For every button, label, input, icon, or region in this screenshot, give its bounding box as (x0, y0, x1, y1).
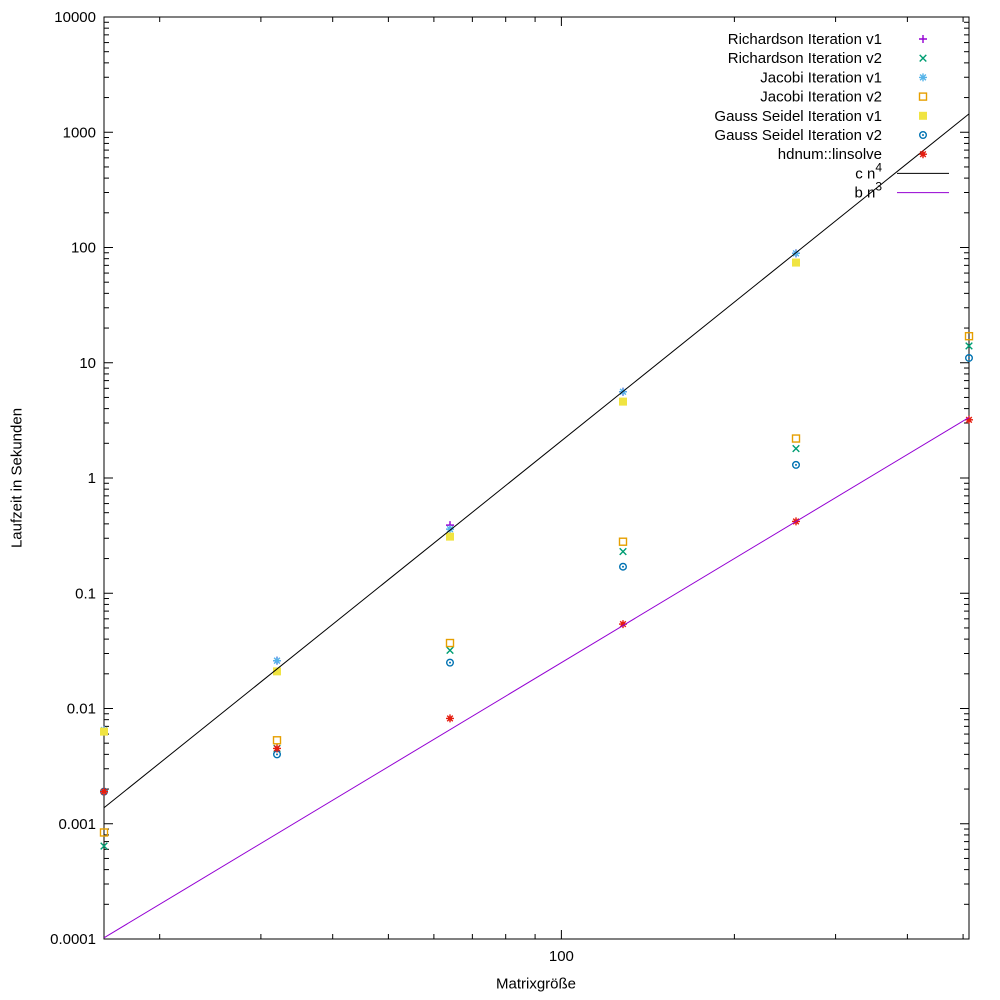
series-asterisk (100, 249, 800, 735)
series-open-square (99, 331, 974, 837)
legend-label: Gauss Seidel Iteration v1 (714, 108, 882, 125)
y-tick-label: 0.1 (75, 585, 96, 602)
y-tick-label: 1000 (63, 124, 96, 141)
data-point (792, 249, 800, 258)
y-tick-label: 10 (79, 355, 96, 372)
data-point (619, 562, 628, 571)
series-star (100, 415, 973, 796)
data-point (965, 415, 973, 424)
data-point (618, 537, 628, 546)
legend-item: Jacobi Iteration v1 (760, 69, 927, 86)
y-tick-label: 1 (88, 470, 96, 487)
legend-label: b n3 (854, 180, 882, 202)
x-tick-label: 100 (549, 948, 574, 965)
legend-label: Richardson Iteration v1 (728, 31, 882, 48)
legend-item: hdnum::linsolve (778, 146, 927, 163)
y-tick-label: 0.0001 (50, 931, 96, 948)
legend-item: c n4 (855, 160, 949, 182)
data-point (99, 828, 109, 837)
legend: Richardson Iteration v1 Richardson Iterat… (714, 31, 949, 202)
data-point (792, 460, 801, 469)
y-axis-title: Laufzeit in Sekunden (8, 407, 26, 549)
data-point (446, 525, 454, 534)
legend-label: Jacobi Iteration v1 (760, 69, 882, 86)
legend-item: Richardson Iteration v1 (728, 31, 927, 48)
series-plus (100, 249, 800, 735)
legend-label: Richardson Iteration v2 (728, 50, 882, 67)
data-point (792, 444, 800, 453)
data-point (446, 532, 454, 541)
data-point (965, 342, 973, 350)
data-point (964, 331, 974, 341)
reference-line (103, 416, 970, 939)
legend-item: Richardson Iteration v2 (728, 50, 927, 67)
y-tick-label: 100 (71, 240, 96, 257)
data-point (273, 667, 281, 676)
legend-item: Jacobi Iteration v2 (760, 89, 928, 106)
y-tick-label: 10000 (54, 9, 96, 26)
legend-label: hdnum::linsolve (778, 146, 882, 163)
legend-label: Jacobi Iteration v2 (760, 89, 882, 106)
data-point (272, 736, 282, 745)
legend-item: Gauss Seidel Iteration v1 (714, 108, 927, 125)
data-point (446, 658, 455, 667)
reference-line (103, 113, 970, 809)
data-point (446, 646, 454, 655)
data-point (619, 397, 627, 406)
data-point (619, 547, 627, 556)
data-point (273, 744, 281, 753)
data-point (792, 258, 800, 267)
series-open-circle (99, 353, 974, 796)
series-cross (100, 342, 973, 850)
series-filled-square (100, 258, 800, 736)
data-point (273, 656, 281, 665)
data-point (100, 787, 108, 796)
data-point (965, 353, 974, 362)
data-point (446, 714, 454, 723)
data-point (100, 842, 108, 850)
legend-item: b n3 (854, 180, 949, 202)
data-point (445, 638, 455, 648)
data-point (100, 727, 108, 736)
legend-label: Gauss Seidel Iteration v2 (714, 127, 882, 144)
legend-label: c n4 (855, 160, 882, 182)
y-tick-label: 0.001 (58, 816, 96, 833)
y-tick-label: 0.01 (67, 701, 96, 718)
legend-item: Gauss Seidel Iteration v2 (714, 127, 928, 144)
axis: 10000 1000 100 10 1 0.1 0.01 0.001 0.0001 100 (50, 9, 970, 965)
data-point (791, 434, 801, 443)
x-axis-title: Matrixgröße (495, 975, 577, 993)
